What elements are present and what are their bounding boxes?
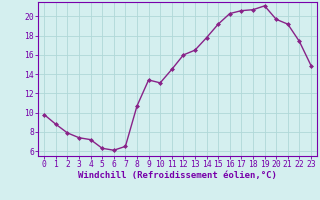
X-axis label: Windchill (Refroidissement éolien,°C): Windchill (Refroidissement éolien,°C)	[78, 171, 277, 180]
